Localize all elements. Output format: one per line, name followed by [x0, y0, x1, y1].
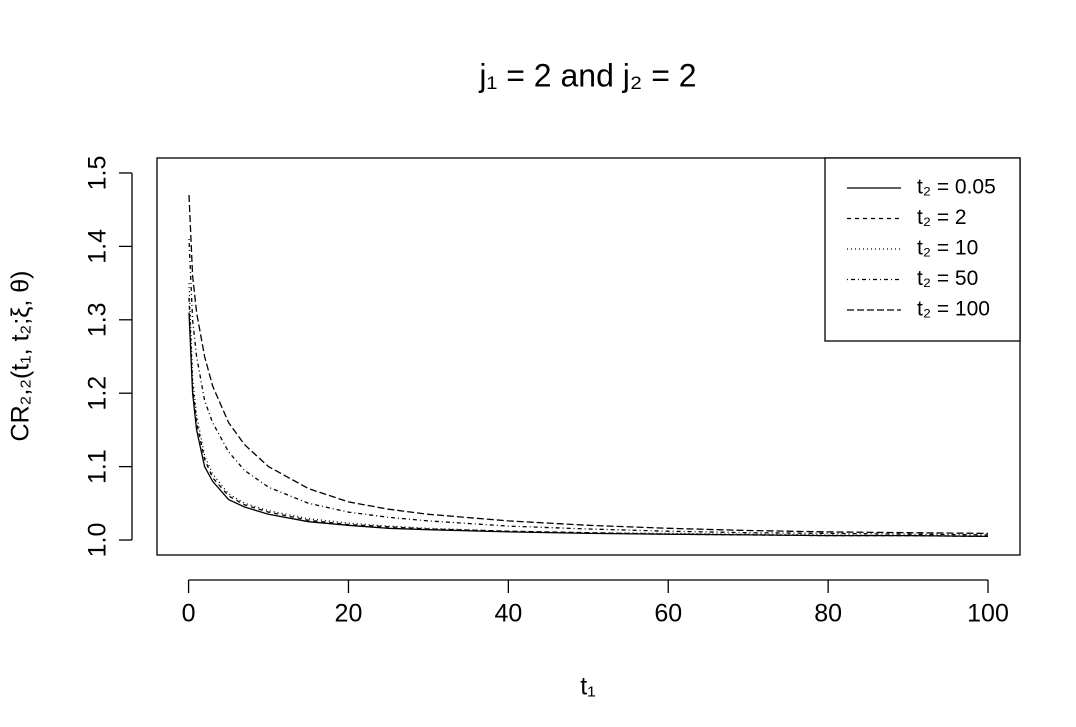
- line-series: [188, 238, 989, 536]
- legend-label: t₂ = 100: [917, 298, 990, 321]
- x-tick-label: 80: [814, 600, 842, 628]
- x-tick-label: 60: [654, 600, 682, 628]
- x-axis-label: t₁: [580, 673, 595, 701]
- x-tick-label: 20: [335, 600, 363, 628]
- line-series: [188, 297, 989, 538]
- y-tick-label: 1.0: [84, 523, 112, 558]
- legend-label: t₂ = 0.05: [917, 176, 996, 199]
- x-tick-label: 0: [182, 600, 196, 628]
- line-series: [188, 194, 989, 535]
- x-tick-label: 40: [494, 600, 522, 628]
- y-axis-label: CR₂,₂(t₁, t₂;ξ, θ): [7, 271, 35, 442]
- x-tick-label: 100: [967, 600, 1009, 628]
- legend-label: t₂ = 10: [917, 237, 978, 260]
- chart-title: j₁ = 2 and j₂ = 2: [478, 57, 696, 93]
- plot-frame: [156, 157, 1021, 556]
- line-series: [188, 312, 989, 538]
- y-tick-label: 1.1: [84, 449, 112, 484]
- y-tick-label: 1.3: [84, 302, 112, 337]
- y-tick-label: 1.5: [84, 156, 112, 191]
- y-tick-label: 1.2: [84, 376, 112, 411]
- legend-label: t₂ = 2: [917, 206, 967, 229]
- y-tick-label: 1.4: [84, 229, 112, 264]
- legend-label: t₂ = 50: [917, 267, 978, 290]
